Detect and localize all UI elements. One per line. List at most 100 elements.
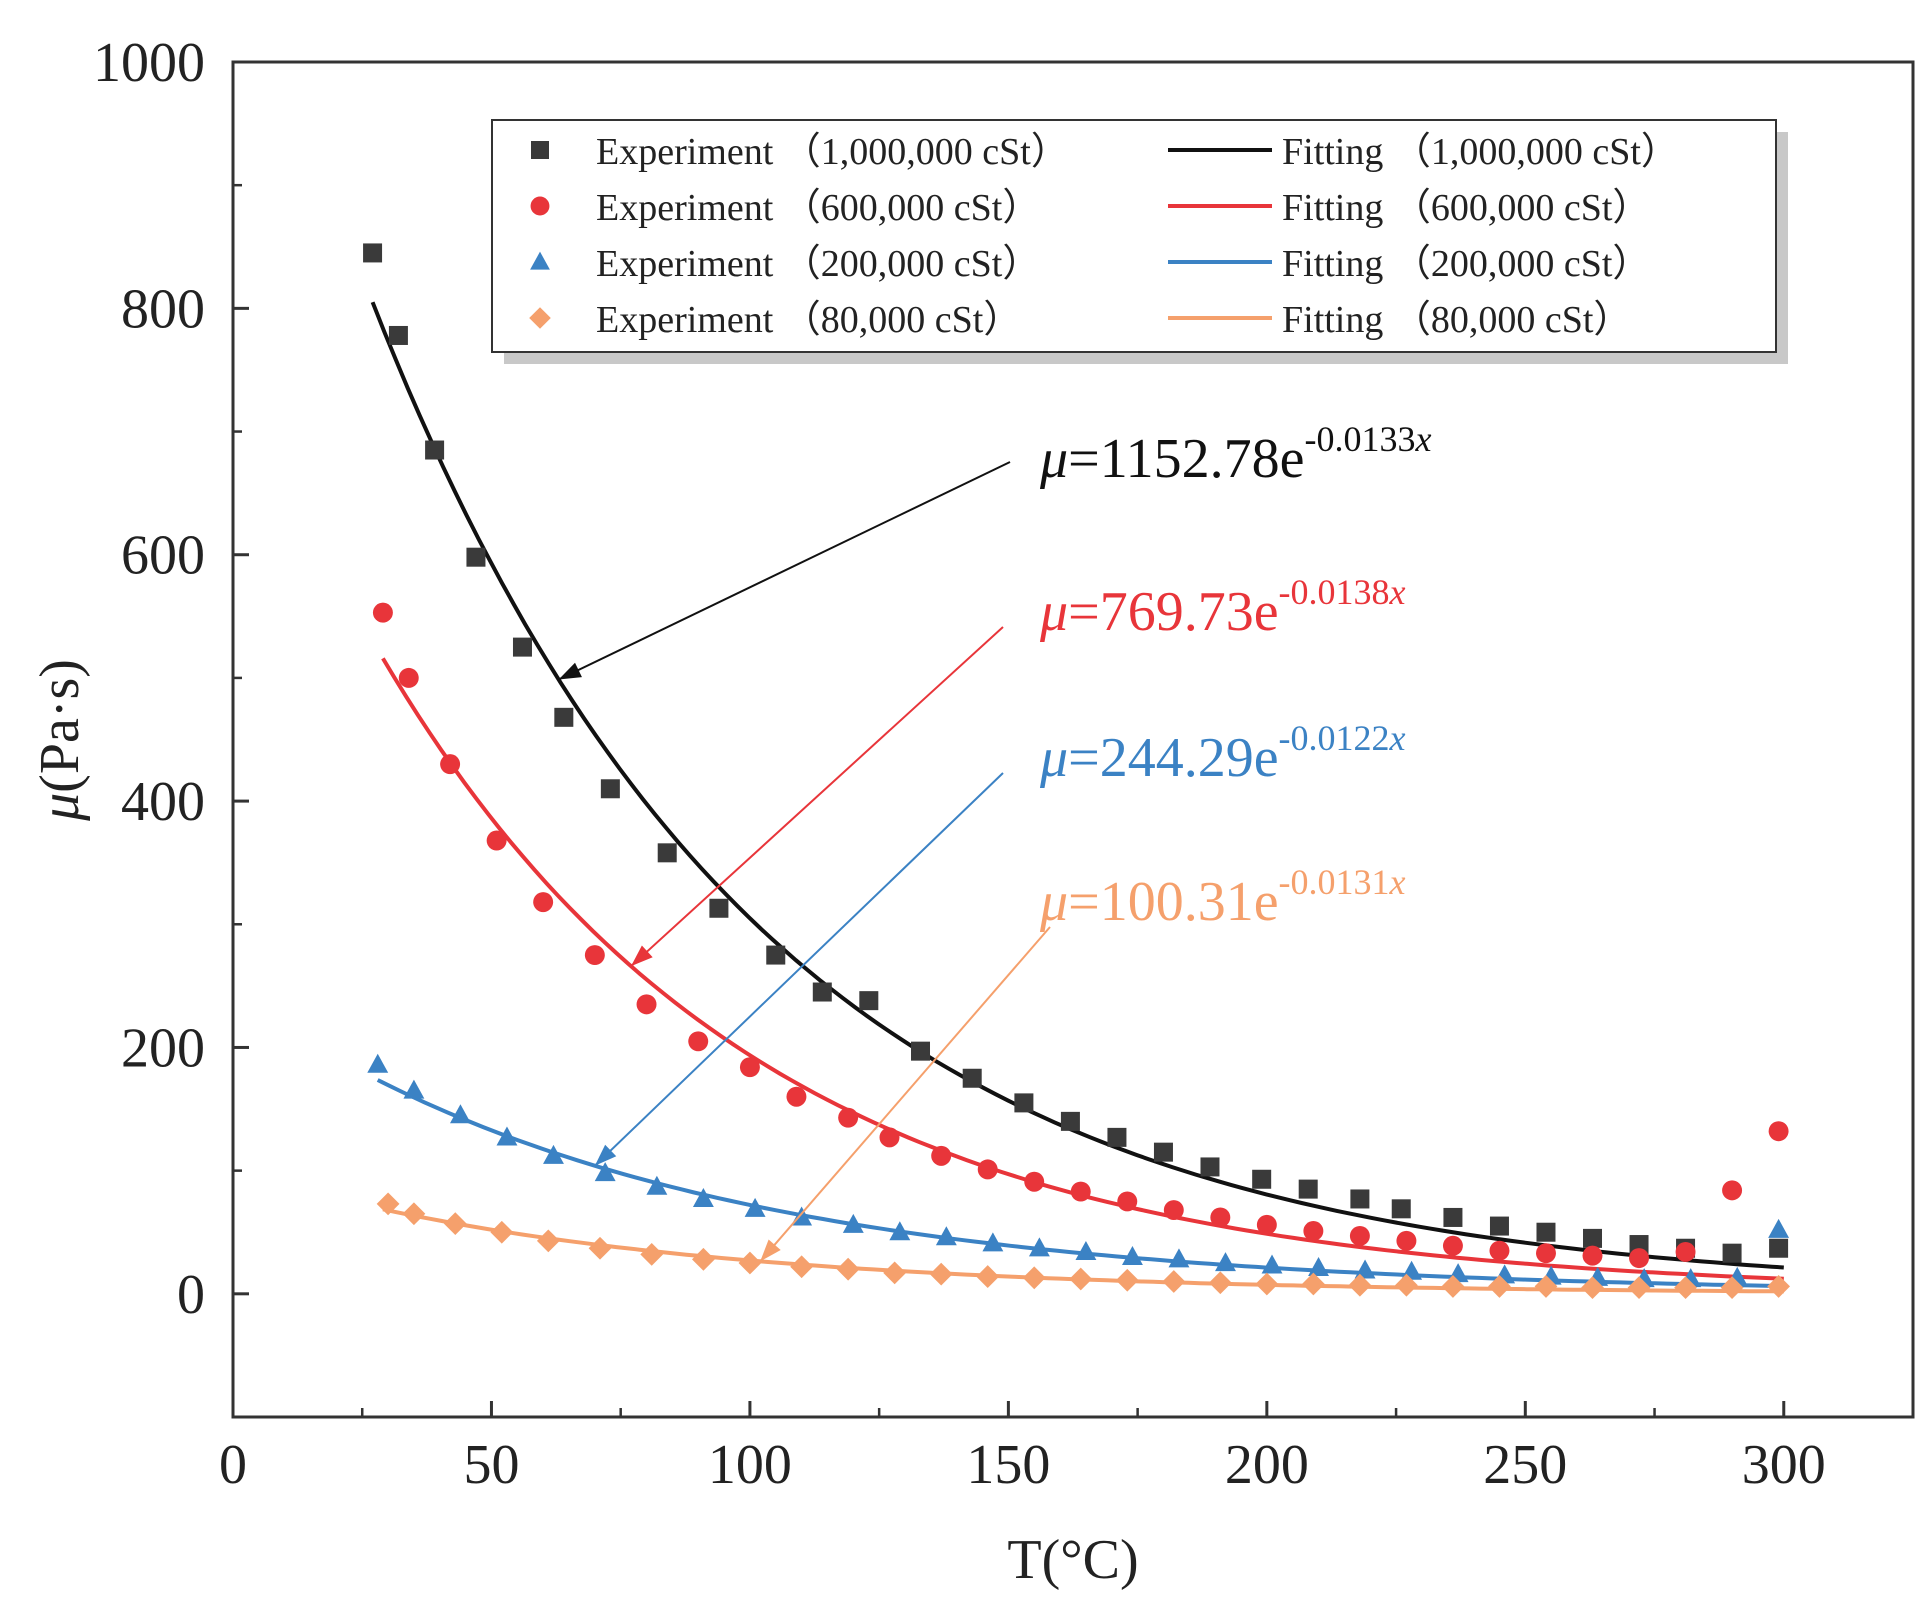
data-point — [1350, 1189, 1370, 1209]
data-point — [1583, 1228, 1603, 1248]
data-point — [1767, 1275, 1790, 1298]
data-point — [692, 1188, 714, 1208]
data-point — [1107, 1127, 1127, 1147]
data-markers — [363, 243, 1790, 1300]
data-point — [588, 1236, 612, 1260]
data-point — [1162, 1270, 1186, 1293]
y-axis-title: μ(Pa·s) — [29, 659, 91, 822]
data-point — [1675, 1241, 1696, 1262]
equation-arrow-line — [594, 772, 1004, 1167]
y-axis-title-symbol: μ — [29, 793, 91, 822]
y-tick-label: 0 — [177, 1264, 205, 1326]
fit-equation: μ=1152.78e-0.0133x — [1039, 419, 1431, 490]
fit-equation-symbol: μ — [1039, 871, 1068, 933]
data-point — [738, 1251, 762, 1275]
equation-arrows — [558, 461, 1051, 1262]
equation-arrow-line — [759, 926, 1051, 1262]
fit-equation: μ=244.29e-0.0122x — [1039, 718, 1406, 789]
fit-equation-symbol: μ — [1039, 581, 1068, 643]
y-tick-label: 400 — [121, 771, 205, 833]
data-point — [962, 1068, 982, 1088]
data-point — [1022, 1266, 1046, 1290]
data-point — [554, 707, 574, 727]
data-point — [1200, 1157, 1220, 1177]
x-tick-label: 300 — [1742, 1434, 1826, 1496]
data-point — [1674, 1276, 1697, 1300]
data-point — [372, 602, 393, 623]
data-point — [1442, 1235, 1463, 1256]
data-point — [1348, 1273, 1372, 1297]
x-tick-label: 150 — [966, 1434, 1050, 1496]
data-point — [929, 1262, 953, 1286]
fit-equation-body: =1152.78e — [1068, 428, 1304, 490]
y-tick-label: 200 — [121, 1017, 205, 1079]
data-point — [1252, 1169, 1272, 1189]
x-axis-title: T(°C) — [1007, 1529, 1138, 1591]
data-point — [1210, 1207, 1231, 1228]
fit-equation-variable: x — [1414, 419, 1431, 459]
data-point — [367, 1053, 389, 1073]
data-point — [466, 547, 486, 567]
data-point — [1391, 1199, 1411, 1219]
data-point — [883, 1261, 907, 1285]
data-point — [766, 945, 786, 965]
data-point — [1215, 1252, 1236, 1272]
legend-experiment-label: Experiment （600,000 cSt） — [596, 187, 1040, 229]
data-point — [1627, 1276, 1651, 1300]
data-point — [1163, 1200, 1184, 1221]
data-point — [440, 754, 461, 775]
legend-marker — [530, 251, 550, 270]
data-point — [1256, 1214, 1277, 1235]
data-point — [692, 1247, 715, 1271]
y-tick-label: 600 — [121, 525, 205, 587]
data-point — [1075, 1241, 1097, 1261]
data-point — [1720, 1276, 1744, 1300]
y-tick-label: 800 — [121, 278, 205, 340]
fit-equation-exponent: -0.0133 — [1304, 419, 1415, 459]
equation-arrowhead — [760, 1239, 781, 1262]
data-point — [982, 1232, 1004, 1252]
fit-equation-variable: x — [1389, 862, 1406, 902]
fit-equation-symbol: μ — [1039, 428, 1068, 490]
y-tick-label: 1000 — [93, 32, 205, 94]
data-point — [1070, 1181, 1091, 1202]
data-point — [1024, 1171, 1045, 1192]
data-point — [1768, 1121, 1789, 1142]
fit-equation-variable: x — [1389, 572, 1406, 612]
data-point — [1349, 1225, 1370, 1246]
equation-arrowhead — [558, 662, 582, 680]
legend-fitting-label: Fitting （1,000,000 cSt） — [1282, 131, 1679, 173]
data-point — [512, 637, 532, 657]
data-point — [1489, 1216, 1509, 1236]
data-point — [533, 892, 554, 913]
data-point — [1168, 1248, 1190, 1268]
data-point — [1582, 1245, 1603, 1266]
data-point — [911, 1041, 931, 1061]
data-point — [1534, 1275, 1558, 1298]
data-point — [931, 1145, 952, 1166]
data-point — [398, 667, 419, 688]
data-point — [425, 440, 445, 460]
data-point — [790, 1255, 814, 1279]
data-point — [976, 1265, 1000, 1288]
data-point — [1536, 1222, 1556, 1242]
data-point — [838, 1107, 859, 1128]
legend-experiment-label: Experiment （200,000 cSt） — [596, 243, 1040, 285]
fit-equation-variable: x — [1389, 718, 1406, 758]
axis-tick-labels: 0 50 100 150 200 250 300 0 200 400 600 800 1000 — [93, 32, 1826, 1496]
legend-marker — [529, 307, 551, 329]
data-point — [688, 1031, 709, 1052]
equation-arrow-line — [630, 626, 1004, 967]
data-point — [1115, 1268, 1139, 1292]
data-point — [977, 1159, 998, 1180]
data-point — [859, 991, 879, 1011]
data-point — [739, 1057, 760, 1078]
data-point — [486, 830, 507, 851]
fit-equation-exponent: -0.0138 — [1279, 572, 1390, 612]
data-point — [543, 1144, 564, 1164]
x-tick-label: 100 — [708, 1434, 792, 1496]
x-tick-label: 200 — [1225, 1434, 1309, 1496]
data-point — [786, 1086, 807, 1107]
data-point — [443, 1212, 467, 1236]
